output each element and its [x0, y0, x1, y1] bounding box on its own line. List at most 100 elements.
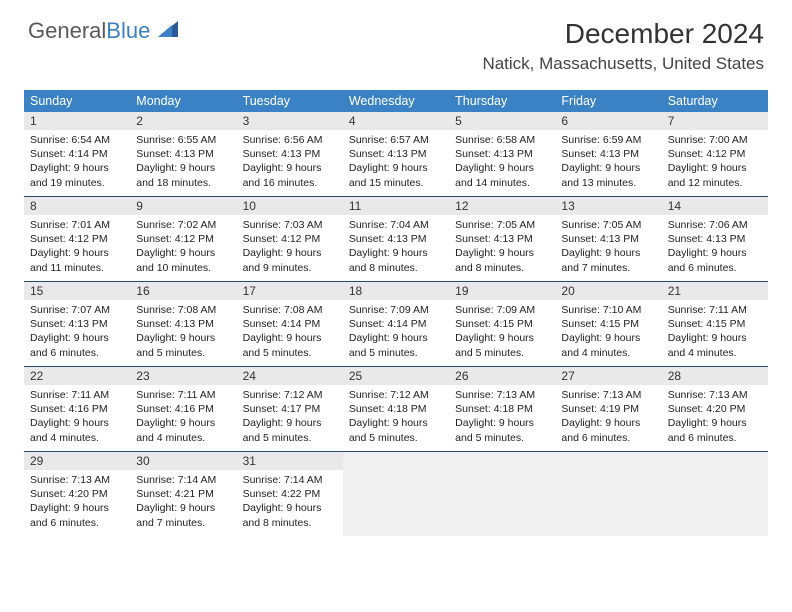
day-cell: 15Sunrise: 7:07 AMSunset: 4:13 PMDayligh… — [24, 282, 130, 366]
day-number: 30 — [130, 452, 236, 470]
day-details: Sunrise: 7:14 AMSunset: 4:21 PMDaylight:… — [130, 470, 236, 534]
day-cell: 13Sunrise: 7:05 AMSunset: 4:13 PMDayligh… — [555, 197, 661, 281]
day-number: 6 — [555, 112, 661, 130]
day-cell: 4Sunrise: 6:57 AMSunset: 4:13 PMDaylight… — [343, 112, 449, 196]
day-cell: 31Sunrise: 7:14 AMSunset: 4:22 PMDayligh… — [237, 452, 343, 536]
day-number: 26 — [449, 367, 555, 385]
brand-text-general: General — [28, 18, 106, 44]
day-number: 31 — [237, 452, 343, 470]
day-cell: 22Sunrise: 7:11 AMSunset: 4:16 PMDayligh… — [24, 367, 130, 451]
day-details: Sunrise: 7:01 AMSunset: 4:12 PMDaylight:… — [24, 215, 130, 279]
day-details: Sunrise: 7:11 AMSunset: 4:16 PMDaylight:… — [130, 385, 236, 449]
day-details: Sunrise: 7:03 AMSunset: 4:12 PMDaylight:… — [237, 215, 343, 279]
week-row: 29Sunrise: 7:13 AMSunset: 4:20 PMDayligh… — [24, 451, 768, 536]
day-cell: 29Sunrise: 7:13 AMSunset: 4:20 PMDayligh… — [24, 452, 130, 536]
day-number: 1 — [24, 112, 130, 130]
day-cell: 23Sunrise: 7:11 AMSunset: 4:16 PMDayligh… — [130, 367, 236, 451]
dow-header-cell: Friday — [555, 90, 661, 112]
day-number: 3 — [237, 112, 343, 130]
day-details: Sunrise: 7:08 AMSunset: 4:14 PMDaylight:… — [237, 300, 343, 364]
day-number: 15 — [24, 282, 130, 300]
day-details: Sunrise: 6:59 AMSunset: 4:13 PMDaylight:… — [555, 130, 661, 194]
day-cell: 12Sunrise: 7:05 AMSunset: 4:13 PMDayligh… — [449, 197, 555, 281]
day-cell: 2Sunrise: 6:55 AMSunset: 4:13 PMDaylight… — [130, 112, 236, 196]
day-details: Sunrise: 7:10 AMSunset: 4:15 PMDaylight:… — [555, 300, 661, 364]
day-number: 9 — [130, 197, 236, 215]
day-cell: 5Sunrise: 6:58 AMSunset: 4:13 PMDaylight… — [449, 112, 555, 196]
day-details: Sunrise: 7:05 AMSunset: 4:13 PMDaylight:… — [555, 215, 661, 279]
day-number: 22 — [24, 367, 130, 385]
day-number: 20 — [555, 282, 661, 300]
day-cell: 14Sunrise: 7:06 AMSunset: 4:13 PMDayligh… — [662, 197, 768, 281]
dow-header-row: SundayMondayTuesdayWednesdayThursdayFrid… — [24, 90, 768, 112]
week-row: 15Sunrise: 7:07 AMSunset: 4:13 PMDayligh… — [24, 281, 768, 366]
day-cell: 17Sunrise: 7:08 AMSunset: 4:14 PMDayligh… — [237, 282, 343, 366]
brand-logo: General Blue — [28, 18, 180, 44]
empty-day-cell: . — [555, 452, 661, 536]
day-details: Sunrise: 7:07 AMSunset: 4:13 PMDaylight:… — [24, 300, 130, 364]
day-cell: 16Sunrise: 7:08 AMSunset: 4:13 PMDayligh… — [130, 282, 236, 366]
day-details: Sunrise: 7:06 AMSunset: 4:13 PMDaylight:… — [662, 215, 768, 279]
dow-header-cell: Sunday — [24, 90, 130, 112]
brand-text-blue: Blue — [106, 18, 150, 44]
day-details: Sunrise: 6:54 AMSunset: 4:14 PMDaylight:… — [24, 130, 130, 194]
day-details: Sunrise: 7:05 AMSunset: 4:13 PMDaylight:… — [449, 215, 555, 279]
day-details: Sunrise: 7:13 AMSunset: 4:20 PMDaylight:… — [662, 385, 768, 449]
brand-sail-icon — [156, 19, 180, 44]
day-number: 8 — [24, 197, 130, 215]
day-cell: 7Sunrise: 7:00 AMSunset: 4:12 PMDaylight… — [662, 112, 768, 196]
location-subtitle: Natick, Massachusetts, United States — [482, 54, 764, 74]
day-cell: 24Sunrise: 7:12 AMSunset: 4:17 PMDayligh… — [237, 367, 343, 451]
dow-header-cell: Wednesday — [343, 90, 449, 112]
day-details: Sunrise: 7:13 AMSunset: 4:19 PMDaylight:… — [555, 385, 661, 449]
day-cell: 19Sunrise: 7:09 AMSunset: 4:15 PMDayligh… — [449, 282, 555, 366]
week-row: 22Sunrise: 7:11 AMSunset: 4:16 PMDayligh… — [24, 366, 768, 451]
day-details: Sunrise: 6:56 AMSunset: 4:13 PMDaylight:… — [237, 130, 343, 194]
day-details: Sunrise: 7:14 AMSunset: 4:22 PMDaylight:… — [237, 470, 343, 534]
day-number: 7 — [662, 112, 768, 130]
week-row: 8Sunrise: 7:01 AMSunset: 4:12 PMDaylight… — [24, 196, 768, 281]
day-number: 25 — [343, 367, 449, 385]
day-number: 12 — [449, 197, 555, 215]
day-details: Sunrise: 6:58 AMSunset: 4:13 PMDaylight:… — [449, 130, 555, 194]
day-number: 27 — [555, 367, 661, 385]
day-details: Sunrise: 6:55 AMSunset: 4:13 PMDaylight:… — [130, 130, 236, 194]
day-cell: 21Sunrise: 7:11 AMSunset: 4:15 PMDayligh… — [662, 282, 768, 366]
day-cell: 8Sunrise: 7:01 AMSunset: 4:12 PMDaylight… — [24, 197, 130, 281]
day-details: Sunrise: 7:02 AMSunset: 4:12 PMDaylight:… — [130, 215, 236, 279]
empty-day-cell: . — [449, 452, 555, 536]
day-cell: 30Sunrise: 7:14 AMSunset: 4:21 PMDayligh… — [130, 452, 236, 536]
dow-header-cell: Thursday — [449, 90, 555, 112]
day-number: 28 — [662, 367, 768, 385]
day-details: Sunrise: 7:09 AMSunset: 4:15 PMDaylight:… — [449, 300, 555, 364]
day-cell: 3Sunrise: 6:56 AMSunset: 4:13 PMDaylight… — [237, 112, 343, 196]
dow-header-cell: Tuesday — [237, 90, 343, 112]
day-cell: 26Sunrise: 7:13 AMSunset: 4:18 PMDayligh… — [449, 367, 555, 451]
day-number: 29 — [24, 452, 130, 470]
day-details: Sunrise: 7:00 AMSunset: 4:12 PMDaylight:… — [662, 130, 768, 194]
day-cell: 18Sunrise: 7:09 AMSunset: 4:14 PMDayligh… — [343, 282, 449, 366]
day-details: Sunrise: 7:11 AMSunset: 4:15 PMDaylight:… — [662, 300, 768, 364]
day-number: 5 — [449, 112, 555, 130]
day-number: 4 — [343, 112, 449, 130]
day-details: Sunrise: 7:11 AMSunset: 4:16 PMDaylight:… — [24, 385, 130, 449]
day-number: 21 — [662, 282, 768, 300]
day-number: 13 — [555, 197, 661, 215]
day-cell: 10Sunrise: 7:03 AMSunset: 4:12 PMDayligh… — [237, 197, 343, 281]
day-cell: 28Sunrise: 7:13 AMSunset: 4:20 PMDayligh… — [662, 367, 768, 451]
day-details: Sunrise: 7:12 AMSunset: 4:18 PMDaylight:… — [343, 385, 449, 449]
day-details: Sunrise: 7:08 AMSunset: 4:13 PMDaylight:… — [130, 300, 236, 364]
day-details: Sunrise: 7:04 AMSunset: 4:13 PMDaylight:… — [343, 215, 449, 279]
day-details: Sunrise: 7:12 AMSunset: 4:17 PMDaylight:… — [237, 385, 343, 449]
day-number: 23 — [130, 367, 236, 385]
dow-header-cell: Saturday — [662, 90, 768, 112]
day-number: 16 — [130, 282, 236, 300]
weeks-container: 1Sunrise: 6:54 AMSunset: 4:14 PMDaylight… — [24, 112, 768, 536]
day-details: Sunrise: 6:57 AMSunset: 4:13 PMDaylight:… — [343, 130, 449, 194]
day-cell: 9Sunrise: 7:02 AMSunset: 4:12 PMDaylight… — [130, 197, 236, 281]
page-title: December 2024 — [482, 18, 764, 50]
day-number: 19 — [449, 282, 555, 300]
day-cell: 11Sunrise: 7:04 AMSunset: 4:13 PMDayligh… — [343, 197, 449, 281]
day-number: 14 — [662, 197, 768, 215]
day-details: Sunrise: 7:09 AMSunset: 4:14 PMDaylight:… — [343, 300, 449, 364]
